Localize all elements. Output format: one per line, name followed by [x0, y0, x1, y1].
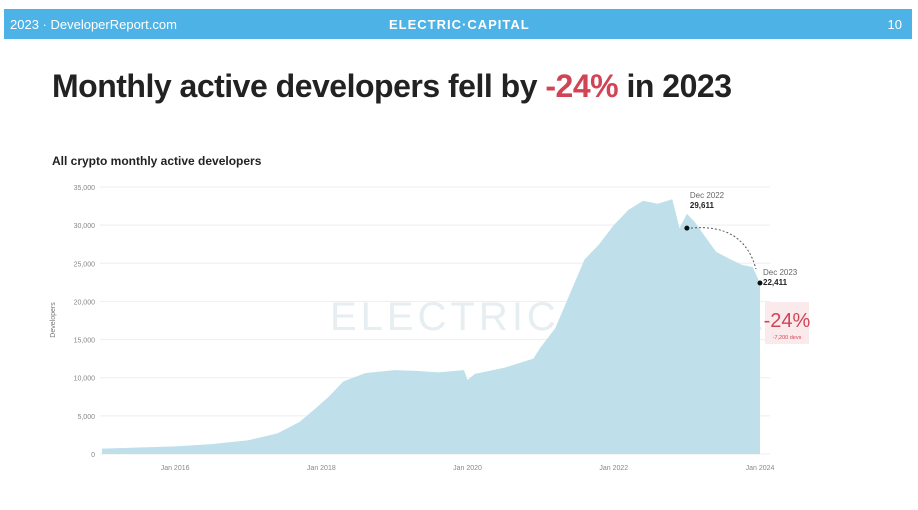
annotation-value: 22,411: [763, 278, 788, 287]
y-tick-label: 15,000: [74, 338, 96, 345]
brand-logo: ELECTRIC·CAPITAL: [389, 17, 530, 32]
chart-title: All crypto monthly active developers: [52, 154, 262, 168]
area-series: [102, 199, 760, 454]
y-tick-label: 10,000: [74, 376, 96, 383]
change-percent: -24%: [764, 310, 811, 332]
annotation-point: [757, 280, 763, 286]
y-tick-label: 25,000: [74, 261, 96, 268]
y-tick-label: 5,000: [77, 414, 95, 421]
x-tick-label: Jan 2024: [746, 465, 775, 472]
change-badge: [765, 302, 809, 344]
y-tick-label: 35,000: [74, 185, 96, 192]
x-tick-label: Jan 2016: [161, 465, 190, 472]
annotation-point: [684, 225, 690, 231]
page-title: Monthly active developers fell by -24% i…: [52, 68, 732, 104]
y-tick-label: 0: [91, 452, 95, 459]
page-number: 10: [887, 17, 902, 32]
y-axis-label: Developers: [50, 302, 57, 338]
y-tick-label: 30,000: [74, 223, 96, 230]
y-tick-label: 20,000: [74, 299, 96, 306]
x-tick-label: Jan 2022: [599, 465, 628, 472]
annotation-value: 29,611: [690, 201, 715, 210]
change-delta: -7,200 devs: [773, 335, 802, 341]
x-tick-label: Jan 2018: [307, 465, 336, 472]
report-url: 2023 · DeveloperReport.com: [10, 17, 177, 32]
header-bar: 2023 · DeveloperReport.com ELECTRIC·CAPI…: [4, 9, 912, 39]
x-tick-label: Jan 2020: [453, 465, 482, 472]
annotation-label: Dec 2023: [763, 268, 798, 277]
annotation-label: Dec 2022: [690, 191, 725, 200]
